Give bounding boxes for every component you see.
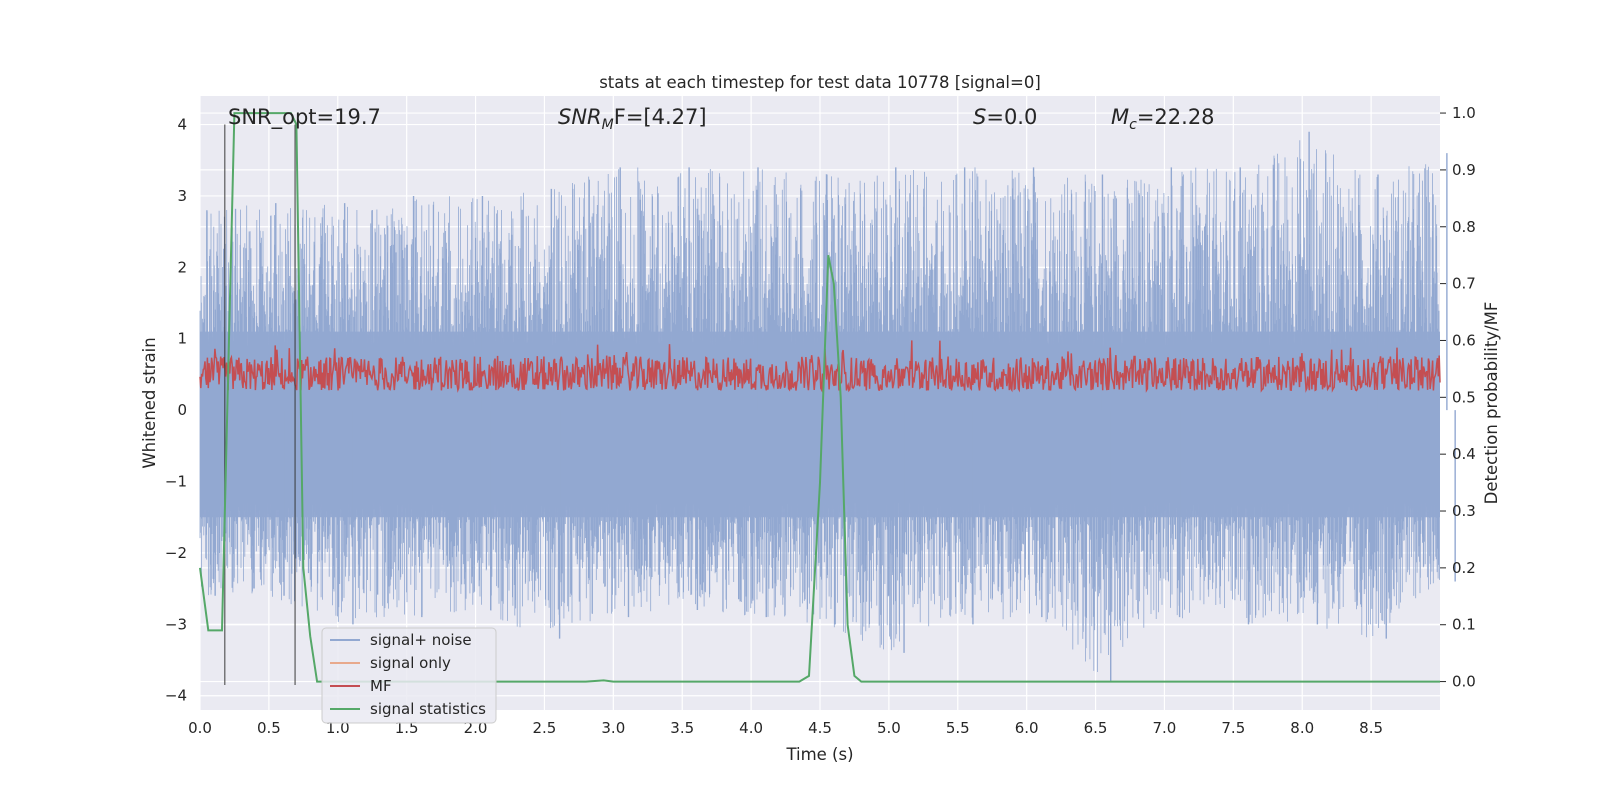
mc-main: M xyxy=(1111,105,1129,129)
x-axis-ticks: 0.0 0.5 1.0 1.5 2.0 2.5 3.0 3.5 4.0 4.5 5.0 5.5 6.0 6… xyxy=(188,719,1383,737)
x-tick-label: 7.0 xyxy=(1153,719,1177,737)
y2-tick-label: 0.8 xyxy=(1452,218,1476,236)
mc-rest: =22.28 xyxy=(1137,105,1215,129)
x-tick-label: 5.5 xyxy=(946,719,970,737)
s-main: S xyxy=(973,105,986,129)
y2-tick-label: 0.6 xyxy=(1452,331,1476,349)
chart-title: stats at each timestep for test data 107… xyxy=(599,73,1041,92)
x-tick-label: 7.5 xyxy=(1221,719,1245,737)
mf-trace xyxy=(199,340,1441,393)
y2-tick-label: 0.0 xyxy=(1452,673,1476,691)
y2-tick-label: 0.1 xyxy=(1452,616,1476,634)
y2-tick-label: 0.4 xyxy=(1452,445,1476,463)
x-tick-label: 5.0 xyxy=(877,719,901,737)
y-tick-label: −1 xyxy=(165,473,187,491)
mc-sub: c xyxy=(1129,117,1137,133)
y2-tick-label: 0.3 xyxy=(1452,502,1476,520)
y2-tick-label: 0.2 xyxy=(1452,559,1476,577)
y2-tick-label: 0.7 xyxy=(1452,275,1476,293)
y2-tick-label: 0.9 xyxy=(1452,161,1476,179)
y-tick-label: −2 xyxy=(165,544,187,562)
x-axis-label: Time (s) xyxy=(785,745,853,764)
snr-mf-rest: F=[4.27] xyxy=(614,105,707,129)
y-tick-label: −4 xyxy=(165,687,187,705)
s-annotation: S=0.0 xyxy=(973,105,1037,129)
y2-tick-label: 1.0 xyxy=(1452,104,1476,122)
x-tick-label: 8.0 xyxy=(1290,719,1314,737)
legend: signal+ noise signal only MF signal stat… xyxy=(321,627,497,724)
x-tick-label: 6.5 xyxy=(1084,719,1108,737)
x-tick-label: 4.0 xyxy=(739,719,763,737)
y-axis-ticks: 4 3 2 1 0 −1 −2 −3 −4 xyxy=(165,116,187,705)
x-tick-label: 2.5 xyxy=(533,719,557,737)
legend-label-mf: MF xyxy=(370,677,392,695)
snr-mf-annotation: SNRMF=[4.27] xyxy=(558,105,707,133)
y-tick-label: 0 xyxy=(177,401,187,419)
x-tick-label: 3.5 xyxy=(670,719,694,737)
y2-axis-ticks: 1.0 0.9 0.8 0.7 0.6 0.5 0.4 0.3 0.2 0.1 0.0 xyxy=(1440,104,1476,691)
x-tick-label: 3.0 xyxy=(601,719,625,737)
vertical-markers xyxy=(224,124,296,686)
x-tick-label: 0.0 xyxy=(188,719,212,737)
y-tick-label: 2 xyxy=(177,258,187,276)
snr-opt-annotation: SNR_opt=19.7 xyxy=(228,105,381,130)
signal-statistics-line xyxy=(199,112,1440,683)
s-rest: =0.0 xyxy=(986,105,1037,129)
legend-label-noise: signal+ noise xyxy=(370,631,472,649)
y-tick-label: 4 xyxy=(177,116,187,134)
snr-mf-main: SNR xyxy=(558,105,602,129)
y2-tick-label: 0.5 xyxy=(1452,388,1476,406)
legend-box xyxy=(321,627,497,724)
y-axis-label: Whitened strain xyxy=(140,337,159,468)
y2-axis-label: Detection probability/MF xyxy=(1482,302,1501,505)
y-tick-label: 3 xyxy=(177,187,187,205)
series-signal-statistics xyxy=(199,112,1440,683)
x-tick-label: 0.5 xyxy=(257,719,281,737)
series-mf xyxy=(199,340,1441,393)
legend-label-signal-only: signal only xyxy=(370,654,451,672)
y-tick-label: −3 xyxy=(165,615,187,633)
x-tick-label: 4.5 xyxy=(808,719,832,737)
mc-annotation: Mc=22.28 xyxy=(1111,105,1215,133)
x-tick-label: 8.5 xyxy=(1359,719,1383,737)
legend-label-signal-statistics: signal statistics xyxy=(370,700,486,718)
snr-mf-sub: M xyxy=(602,117,614,133)
y-tick-label: 1 xyxy=(177,330,187,348)
x-tick-label: 6.0 xyxy=(1015,719,1039,737)
